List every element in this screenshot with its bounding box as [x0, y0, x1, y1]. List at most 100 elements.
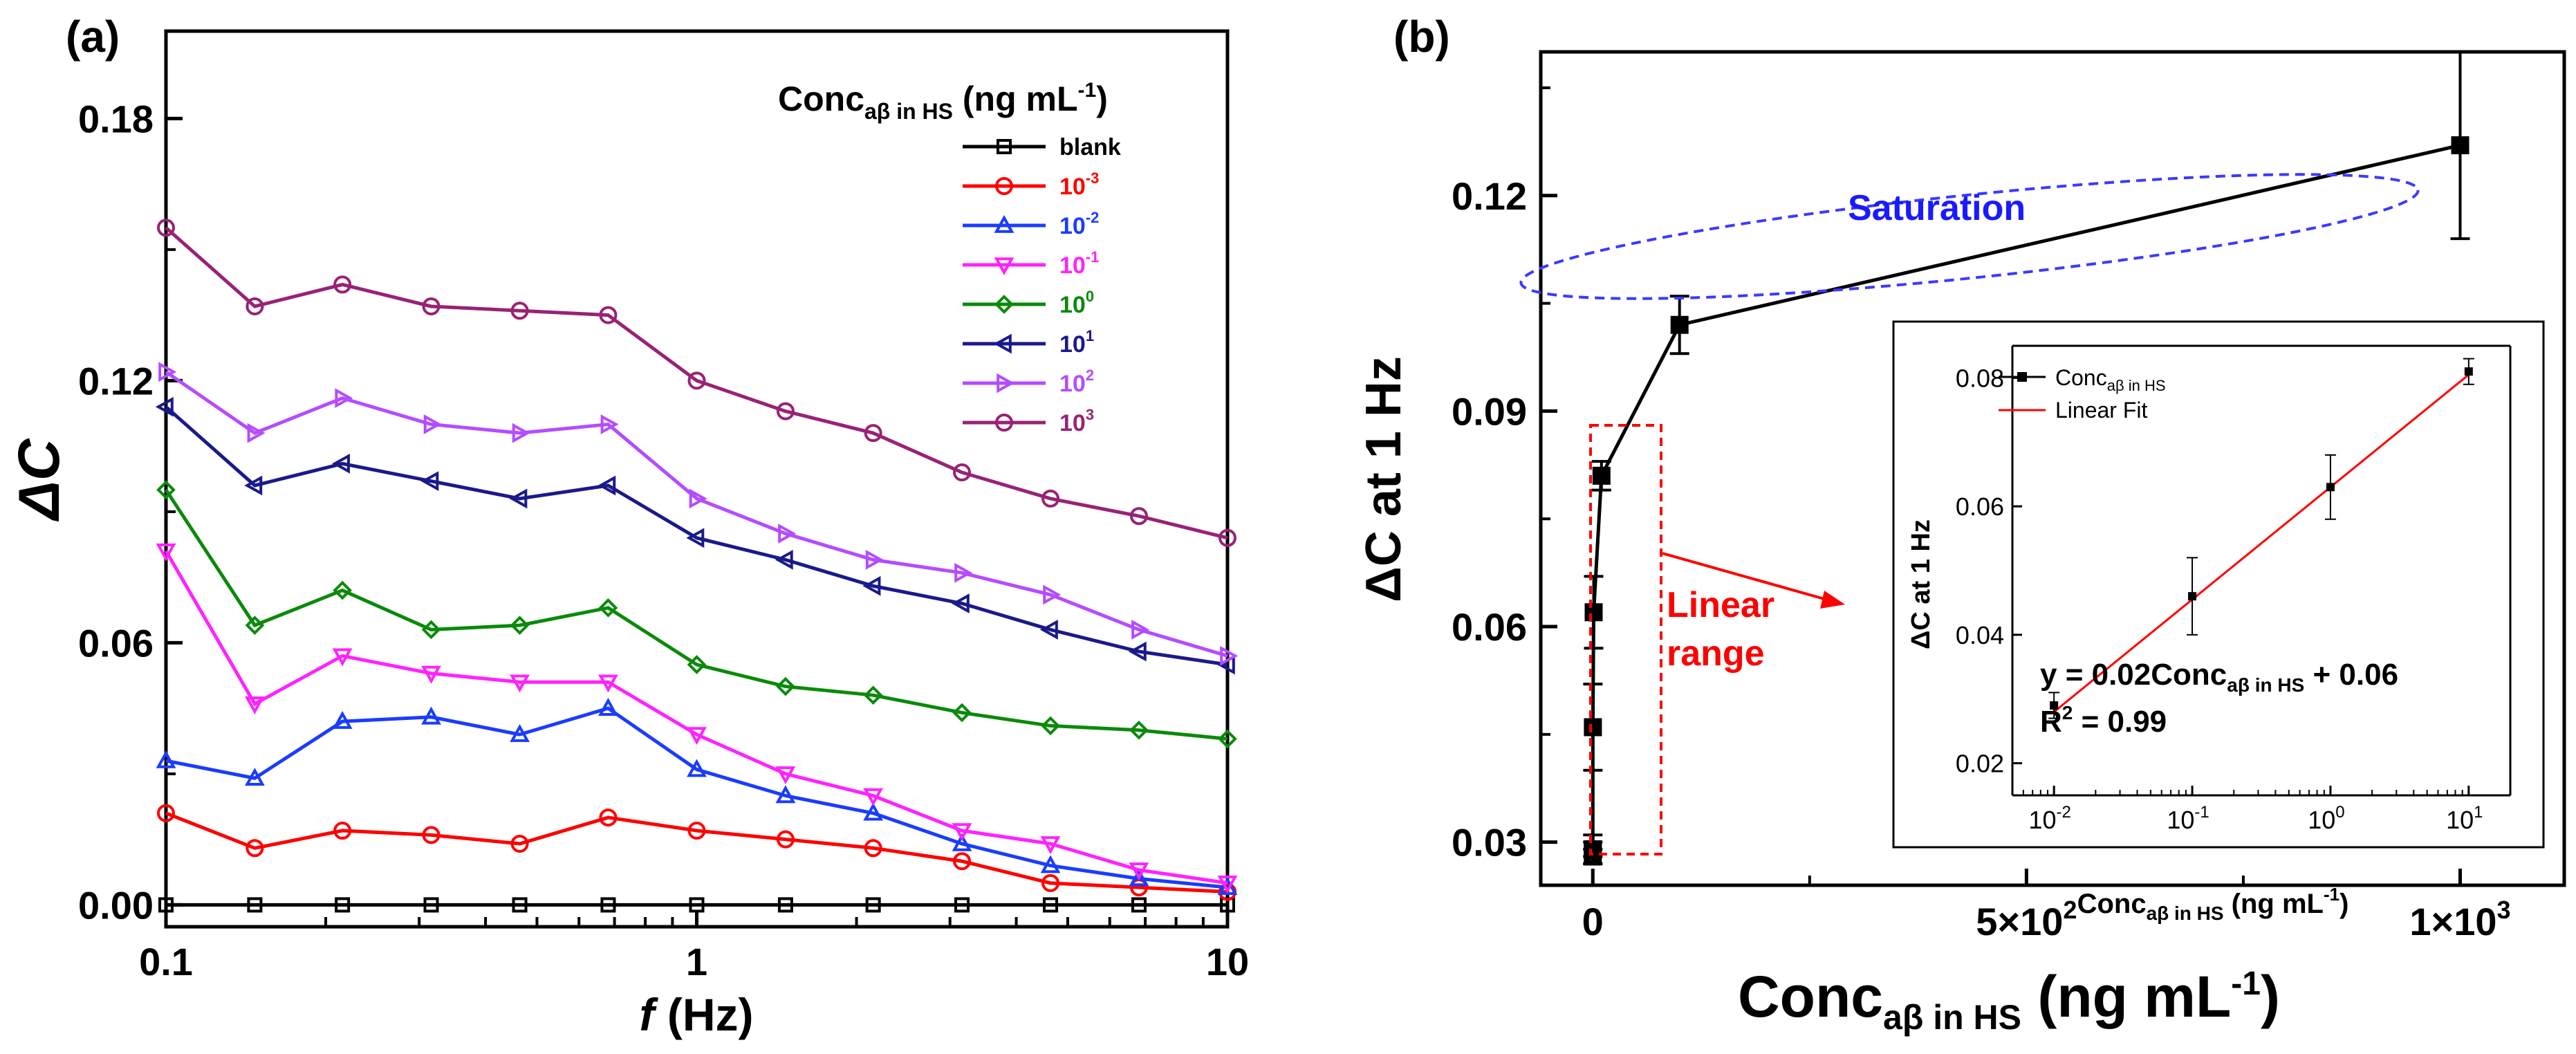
data-point	[157, 804, 175, 822]
linear-range-arrowhead	[1820, 591, 1845, 609]
data-point	[332, 710, 353, 729]
legend-title-main: Conc	[778, 80, 864, 118]
data-point	[1129, 868, 1149, 887]
data-point	[687, 822, 706, 840]
panel-a-x-axis: 0.1 1 10	[139, 910, 1249, 983]
legend-label-exp: 3	[1086, 406, 1094, 423]
data-point	[1043, 584, 1062, 605]
data-point-group	[1669, 295, 1689, 355]
series-10-3	[157, 804, 1236, 901]
inset-x-axis-sub: aβ in HS	[2147, 903, 2224, 924]
panel-a-legend: Concaβ in HS (ng mL-1) blank10-310-210-1…	[778, 79, 1121, 436]
inset-r2-prefix: R	[2040, 705, 2062, 739]
panel-b-x-axis-unit: (ng mL	[2021, 964, 2231, 1029]
data-point	[158, 362, 177, 382]
inset-x-tick-label: 10-2	[2028, 803, 2070, 834]
data-point	[864, 839, 882, 858]
series-line	[164, 550, 1228, 885]
data-point	[245, 297, 264, 315]
panel-b-x-axis-close: )	[2261, 964, 2280, 1029]
legend-item: 100	[963, 288, 1094, 318]
data-point	[1217, 876, 1238, 894]
data-point	[244, 475, 263, 496]
inset-data-point	[2050, 701, 2059, 710]
inset-eq-suffix: + 0.06	[2304, 658, 2398, 692]
panel-b: (b) 0.030.060.090.12 0 5×102 1×103 ΔC at 1…	[1356, 12, 2566, 1037]
data-point	[952, 833, 972, 851]
y-tick-label: 0.06	[1452, 605, 1527, 649]
inset-x-tick-label: 101	[2446, 803, 2483, 834]
data-point	[1584, 718, 1602, 737]
x-tick-label: 0	[1582, 900, 1604, 943]
inset-chart: 0.020.040.060.08 10-2 10-1 100 101 ΔC at 1 …	[1892, 320, 2545, 924]
linear-range-box	[1589, 424, 1662, 856]
series-10-1	[156, 543, 1238, 894]
data-point	[862, 575, 881, 596]
data-point	[776, 402, 795, 420]
inset-y-tick-label: 0.04	[1956, 621, 2004, 649]
series-10-0	[156, 480, 1237, 749]
data-point	[689, 897, 705, 913]
data-point	[510, 674, 530, 693]
data-point	[333, 275, 352, 294]
legend-label-exp: -1	[1086, 248, 1100, 266]
legend-item: 101	[963, 327, 1094, 358]
data-point	[1584, 840, 1602, 859]
inset-legend-fit-label: Linear Fit	[2055, 398, 2148, 423]
legend-label: 101	[1059, 327, 1094, 358]
data-point	[1129, 862, 1149, 880]
panel-a: (a) 0.000.060.120.18 0.1 1 10 ΔC f (Hz) Co…	[6, 12, 1249, 1040]
data-point	[1040, 836, 1061, 855]
data-point	[510, 834, 529, 853]
legend-marker	[994, 257, 1014, 276]
data-point	[954, 562, 973, 583]
inset-x-axis-title: Concaβ in HS (ng mL-1)	[2077, 884, 2349, 924]
inset-x-tick-exp: 1	[2474, 803, 2483, 822]
data-point	[775, 766, 796, 785]
data-point	[156, 480, 176, 500]
y-tick-label: 0.06	[78, 621, 154, 665]
data-point	[510, 616, 530, 635]
inset-x-tick-base: 10	[2167, 806, 2194, 834]
x-tick-label: 5×102	[1976, 896, 2077, 943]
y-tick-label: 0.12	[78, 359, 154, 403]
data-point	[954, 897, 970, 913]
data-point	[333, 580, 352, 600]
legend-marker	[994, 214, 1014, 233]
legend-label: 103	[1059, 406, 1094, 436]
data-point	[687, 371, 706, 390]
inset-x-tick-exp: -1	[2194, 803, 2209, 822]
data-point	[247, 897, 263, 913]
inset-fit-equation: y = 0.02Concaβ in HS + 0.06	[2040, 658, 2398, 696]
inset-x-tick-label: 100	[2308, 803, 2344, 834]
data-point	[600, 414, 619, 434]
legend-label-base: 10	[1059, 174, 1086, 200]
legend-marker	[993, 333, 1012, 354]
data-point	[422, 297, 441, 315]
legend-label: 10-3	[1059, 169, 1099, 200]
series-10-3	[157, 219, 1236, 547]
inset-legend-data-marker	[2017, 372, 2027, 382]
legend-marker	[997, 373, 1015, 394]
y-tick-label: 0.09	[1452, 389, 1527, 433]
data-point	[775, 785, 796, 804]
panel-b-plot-frame	[1539, 50, 2566, 887]
legend-marker	[995, 177, 1013, 195]
legend-label: 100	[1059, 288, 1094, 318]
x-tick-label: 1×103	[2409, 896, 2510, 943]
legend-item: 10-3	[963, 169, 1099, 200]
legend-title-exp: -1	[1078, 79, 1097, 102]
data-point	[1129, 720, 1149, 740]
inset-x-axis-main: Conc	[2077, 889, 2147, 919]
data-point	[335, 388, 353, 409]
panel-b-y-axis-title: ΔC at 1 Hz	[1356, 356, 1411, 602]
inset-x-tick-label: 10-1	[2167, 803, 2209, 834]
panel-a-y-axis-title: ΔC	[6, 438, 71, 521]
data-point	[1128, 641, 1147, 662]
data-point	[951, 593, 970, 613]
x-tick-label: 1	[686, 940, 707, 983]
data-point	[421, 665, 441, 684]
x-tick-label-exp: 2	[2063, 896, 2077, 924]
y-tick-label: 0.12	[1452, 174, 1527, 218]
inset-fit-line	[2053, 373, 2470, 713]
